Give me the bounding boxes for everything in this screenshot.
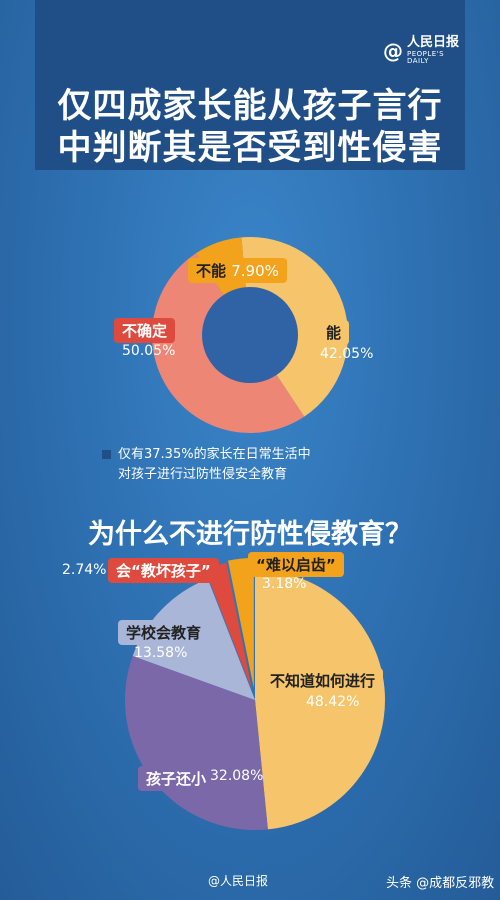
note-line-1: 仅有37.35%的家长在日常生活中 [118,447,311,462]
slice-value-embarrassed: 3.18% [262,576,307,592]
slice-label-unsure: 不确定 [114,318,176,343]
slice-value-unknown: 48.42% [306,694,360,710]
reasons-slice-4 [228,558,254,689]
reasons-slice-0 [255,570,385,830]
page-title-line-1: 仅四成家长能从孩子言行 [57,86,443,126]
at-sign-icon: @ [383,38,403,63]
slice-label-cannot: 不能 7.90% [188,258,287,283]
slice-value-unsure: 50.05% [122,343,176,359]
donut-center [202,287,298,383]
pie-title: 为什么不进行防性侵教育？ [88,519,412,550]
logo-text-cn: 人民日报 [407,35,460,50]
slice-value-school: 13.58% [134,645,188,661]
peoples-daily-logo: @ 人民日报 PEOPLE'S DAILY [383,36,465,65]
header-panel: @ 人民日报 PEOPLE'S DAILY 仅四成家长能从孩子言行 中判断其是否… [35,0,465,170]
reasons-slice-3 [204,562,253,691]
slice-label-unknown: 不知道如何进行 [262,668,384,693]
page-title-line-2: 中判断其是否受到性侵害 [57,128,443,168]
note-line-2: 对孩子进行过防性侵安全教育 [118,467,288,482]
slice-label-embarrassed: “难以启齿” [248,552,344,577]
logo-text-en: PEOPLE'S DAILY [407,50,445,65]
slice-value-can: 42.05% [320,346,374,362]
note-bullet-icon [102,450,111,459]
footer-source: @人民日报 [208,874,269,888]
slice-label-school: 学校会教育 [118,620,210,645]
slice-value-too-young: 32.08% [210,768,264,784]
slice-value-corrupt: 2.74% [62,562,107,578]
footer-watermark: 头条 @成都反邪教 [386,876,495,891]
note-text: 仅有37.35%的家长在日常生活中 对孩子进行过防性侵安全教育 [102,445,311,485]
slice-label-too-young: 孩子还小 [138,766,215,791]
slice-label-can: 能 [318,320,350,345]
slice-label-corrupt: 会“教坏孩子” [108,558,219,583]
